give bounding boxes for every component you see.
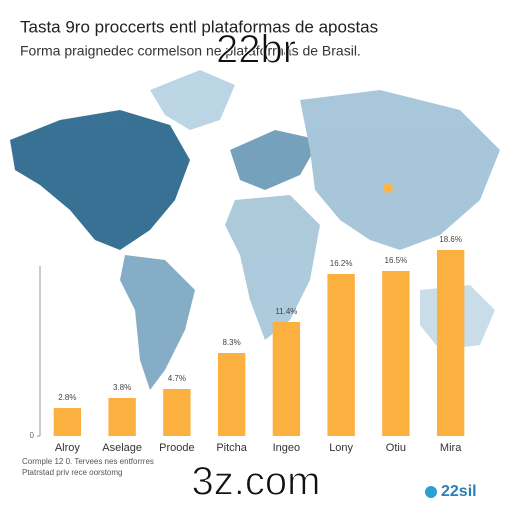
chart-title: Tasta 9ro proccerts entl plataformas de …: [20, 17, 378, 36]
x-tick-label: Otiu: [386, 442, 406, 454]
logo-icon: [425, 486, 437, 498]
map-marker: [383, 183, 393, 193]
x-tick-label: Mira: [440, 442, 462, 454]
map-europe: [230, 130, 320, 190]
footer-line: Ptatrstad priv rece oorstomg: [22, 468, 122, 477]
x-tick-label: Ingeo: [273, 442, 301, 454]
x-tick-label: Aselage: [102, 442, 142, 454]
x-tick-label: Proode: [159, 442, 194, 454]
x-tick-label: Lony: [329, 442, 353, 454]
footer-line: Cormple 12 0. Tervees nes entforrres: [22, 457, 154, 466]
value-label: 16.5%: [385, 256, 408, 265]
bar: [436, 250, 465, 436]
map-south-america: [120, 255, 195, 390]
chart-subtitle: Forma praignedec cormelson ne plataforma…: [20, 43, 361, 59]
bar: [327, 274, 355, 436]
map-asia: [300, 90, 500, 250]
map-greenland: [150, 70, 235, 130]
x-tick-label: Alroy: [55, 442, 81, 454]
logo: 22sil: [441, 483, 477, 500]
map-north-america: [10, 110, 190, 250]
bar: [272, 322, 301, 436]
bar: [108, 398, 136, 436]
value-label: 18.6%: [439, 235, 462, 244]
value-label: 16.2%: [330, 259, 353, 268]
bar: [163, 389, 191, 436]
watermark: 3z.com: [192, 460, 321, 504]
value-label: 8.3%: [223, 338, 241, 347]
world-map: [10, 70, 500, 390]
bar: [217, 353, 246, 436]
value-label: 2.8%: [58, 393, 76, 402]
x-tick-label: Pitcha: [216, 442, 247, 454]
bar: [382, 271, 410, 436]
value-label: 4.7%: [168, 374, 186, 383]
value-label: 11.4%: [275, 307, 297, 316]
value-label: 3.8%: [113, 383, 131, 392]
watermark: 22br: [216, 28, 296, 72]
map-africa: [225, 195, 320, 340]
bar: [53, 408, 82, 436]
y-tick-label: 0: [30, 431, 35, 440]
